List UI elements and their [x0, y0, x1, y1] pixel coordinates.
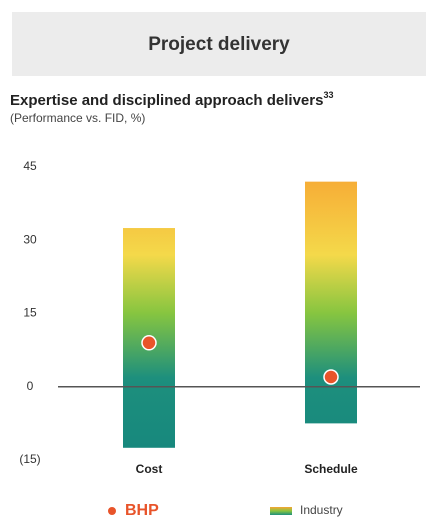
- bhp-dot: [323, 369, 339, 385]
- chart-title: Expertise and disciplined approach deliv…: [10, 90, 333, 109]
- x-tick-label: Cost: [136, 462, 163, 476]
- legend-label: BHP: [125, 502, 159, 519]
- y-tick-label: 15: [23, 306, 37, 320]
- bhp-dot: [141, 335, 157, 351]
- y-tick-label: 45: [23, 159, 37, 173]
- legend-dot: [108, 507, 116, 515]
- y-tick-label: (15): [19, 452, 40, 466]
- header-title: Project delivery: [148, 34, 290, 55]
- legend-swatch: [270, 507, 292, 515]
- y-tick-label: 30: [23, 232, 37, 246]
- y-tick-label: 0: [27, 379, 34, 393]
- header-box: [12, 12, 426, 76]
- title-superscript: 33: [323, 90, 333, 100]
- x-tick-label: Schedule: [304, 462, 358, 476]
- title-text: Expertise and disciplined approach deliv…: [10, 92, 323, 109]
- chart-subtitle: (Performance vs. FID, %): [10, 111, 145, 125]
- legend-label: Industry: [300, 503, 343, 517]
